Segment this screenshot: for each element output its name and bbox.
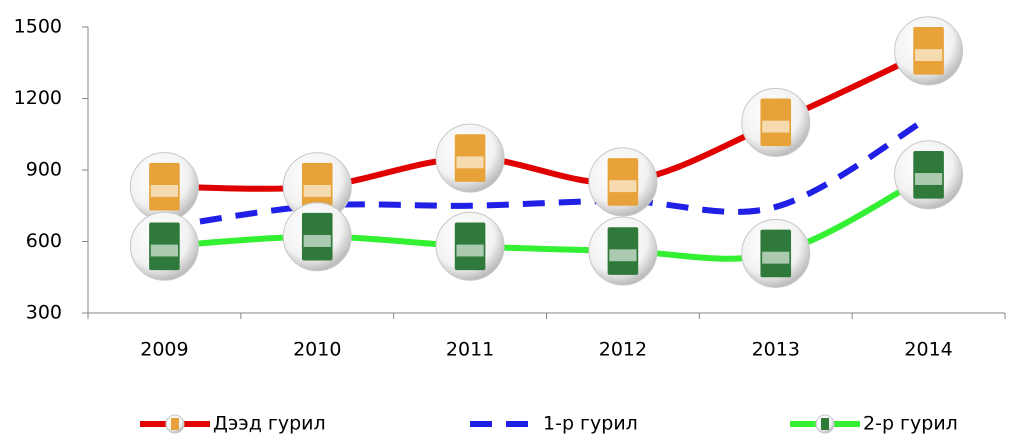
legend-marker-icon	[821, 418, 829, 430]
marker-icon-label	[303, 235, 331, 247]
marker-icon-label	[914, 173, 943, 185]
marker-icon-label	[456, 244, 484, 257]
marker-icon-label	[762, 251, 790, 264]
legend-label: 2-р гурил	[863, 413, 958, 435]
marker-icon-label	[456, 156, 484, 169]
y-tick-label: 1500	[14, 16, 62, 38]
x-tick-label: 2014	[904, 339, 952, 361]
marker-icon-label	[609, 249, 637, 262]
marker-icon-label	[609, 180, 637, 193]
legend-label: 1-р гурил	[543, 413, 638, 435]
marker-icon-label	[762, 120, 790, 133]
marker-icon-label	[303, 184, 331, 197]
x-tick-label: 2011	[446, 339, 494, 361]
y-tick-label: 300	[26, 302, 62, 324]
y-tick-label: 1200	[14, 87, 62, 109]
legend-marker-icon	[171, 418, 179, 430]
y-tick-label: 900	[26, 159, 62, 181]
y-tick-label: 600	[26, 230, 62, 252]
x-tick-label: 2013	[752, 339, 800, 361]
x-tick-label: 2009	[140, 339, 188, 361]
marker-icon-label	[150, 184, 179, 197]
x-tick-label: 2012	[599, 339, 647, 361]
marker-icon-label	[150, 244, 179, 257]
series-line	[161, 47, 932, 192]
marker-icon-label	[914, 49, 943, 62]
legend-label: Дээд гурил	[213, 413, 326, 435]
x-tick-label: 2010	[293, 339, 341, 361]
